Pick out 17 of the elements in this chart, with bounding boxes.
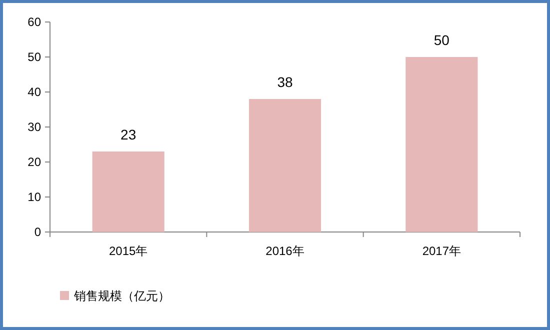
y-tick-label: 60 [28, 15, 42, 29]
x-tick-label: 2016年 [266, 244, 304, 258]
bar [406, 57, 478, 232]
data-label: 38 [277, 74, 293, 90]
y-tick-label: 30 [28, 120, 42, 134]
y-tick-label: 20 [28, 155, 42, 169]
legend-label: 销售规模（亿元） [73, 289, 170, 303]
bar [92, 152, 164, 232]
bar [248, 99, 322, 232]
y-tick-label: 40 [28, 85, 42, 99]
y-tick-label: 0 [34, 225, 42, 239]
y-tick-label: 50 [28, 50, 42, 64]
data-label: 23 [120, 126, 136, 142]
data-label: 50 [434, 32, 450, 48]
x-tick-label: 2015年 [108, 244, 148, 258]
y-tick-label: 10 [28, 190, 42, 204]
x-tick-label: 2017年 [422, 244, 462, 258]
